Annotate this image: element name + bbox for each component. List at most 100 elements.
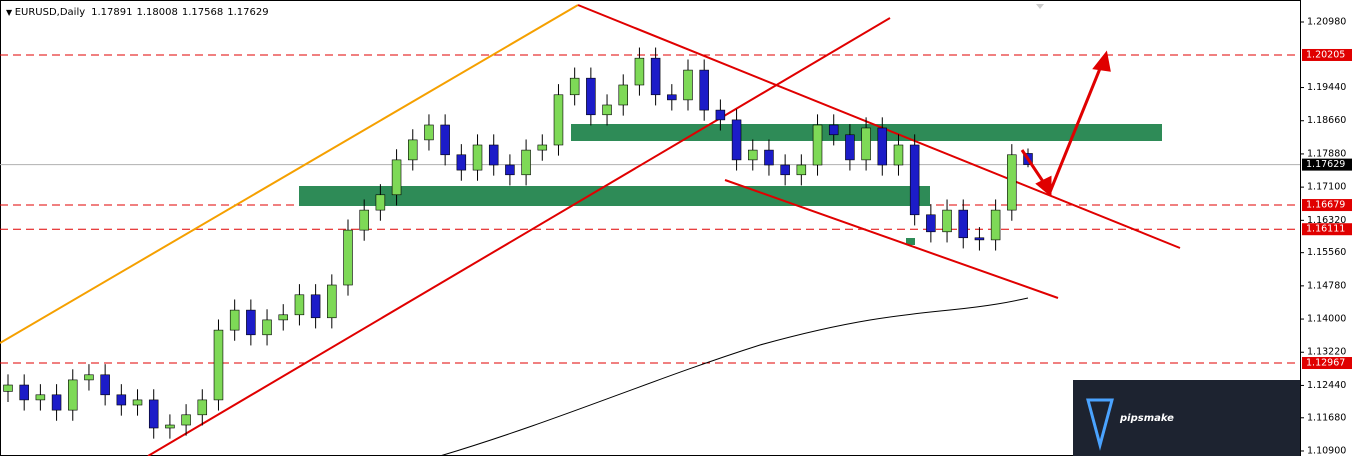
level-label: 1.16111 xyxy=(1306,224,1345,235)
scroll-marker xyxy=(1036,4,1044,9)
y-tick-label: 1.19440 xyxy=(1307,82,1346,93)
candle-body xyxy=(699,69,709,111)
y-tick-label: 1.15560 xyxy=(1307,247,1346,258)
candle-body xyxy=(35,394,46,401)
candle-body xyxy=(650,57,661,96)
candle-body xyxy=(634,57,645,86)
candle-body xyxy=(197,399,208,416)
level-label-box xyxy=(1302,223,1352,236)
candle-body xyxy=(748,149,758,161)
y-tick-label: 1.14000 xyxy=(1307,314,1346,325)
price-axis: 1.20980 1.19440 1.18660 1.17880 1.17100 1.163… xyxy=(1300,17,1352,456)
candle-body xyxy=(359,209,369,231)
candle-body xyxy=(116,394,127,406)
current-price-box xyxy=(1302,158,1352,171)
candle-body xyxy=(521,149,531,176)
level-label-box xyxy=(1302,199,1352,212)
level-label-box xyxy=(1302,357,1352,370)
candle-body xyxy=(586,77,596,116)
candle-body xyxy=(84,374,94,381)
level-label: 1.16679 xyxy=(1306,200,1345,211)
support-zone xyxy=(299,186,930,206)
y-tick-label: 1.14780 xyxy=(1307,280,1346,291)
zone-marker xyxy=(906,238,915,245)
candle-body xyxy=(165,424,175,429)
candle-body xyxy=(942,209,952,233)
candle-body xyxy=(1007,154,1017,211)
trend-line xyxy=(577,4,1181,249)
candle-body xyxy=(440,124,450,156)
candle-body xyxy=(68,379,78,411)
candle-body xyxy=(246,309,256,336)
candle-body xyxy=(812,124,823,166)
candle-body xyxy=(974,237,985,241)
logo-text: pipsmake xyxy=(1119,413,1174,424)
ohlc-high: 1.18008 xyxy=(137,7,178,18)
candle-body xyxy=(553,94,564,146)
candle-body xyxy=(909,144,920,216)
candle-body xyxy=(958,209,968,239)
trend-line xyxy=(724,179,1059,299)
candle-body xyxy=(780,164,790,176)
symbol: EURUSD,Daily xyxy=(15,7,86,18)
candle-body xyxy=(618,84,628,106)
trend-line xyxy=(147,17,891,456)
y-tick-label: 1.12440 xyxy=(1307,380,1346,391)
ohlc-low: 1.17568 xyxy=(182,7,223,18)
candle-body xyxy=(828,124,839,136)
candle-body xyxy=(148,399,159,429)
candle-body xyxy=(990,209,1001,241)
candle-body xyxy=(132,399,143,406)
candle-body xyxy=(408,139,418,161)
candle-body xyxy=(327,284,337,319)
candle-body xyxy=(310,294,321,319)
candle-body xyxy=(51,394,62,411)
candle-body xyxy=(488,144,499,166)
candle-body xyxy=(893,144,904,166)
header: ▼ EURUSD,Daily 1.17891 1.18008 1.17568 1.176… xyxy=(6,7,269,18)
logo: pipsmake xyxy=(1073,380,1300,456)
moving-average xyxy=(439,297,1029,456)
candle-body xyxy=(569,77,580,96)
candles xyxy=(3,47,1033,439)
candle-body xyxy=(715,109,726,121)
candle-body xyxy=(537,144,548,151)
y-tick-label: 1.20980 xyxy=(1307,17,1346,28)
candle-body xyxy=(456,154,467,171)
y-tick-label: 1.17880 xyxy=(1307,148,1346,159)
candle-body xyxy=(731,119,742,161)
candle-body xyxy=(764,149,774,166)
candle-body xyxy=(926,214,936,233)
menu-triangle: ▼ xyxy=(6,8,15,17)
candle-body xyxy=(796,164,807,176)
candle-body xyxy=(294,294,305,316)
candle-body xyxy=(278,314,288,321)
candle-body xyxy=(229,309,240,331)
arrow xyxy=(1048,65,1103,193)
candle-body xyxy=(877,127,888,166)
candle-body xyxy=(3,384,13,392)
level-label: 1.20205 xyxy=(1306,49,1345,60)
candle-body xyxy=(505,164,515,176)
candle-body xyxy=(424,124,434,141)
candle-body xyxy=(602,104,612,116)
candle-body xyxy=(181,414,191,426)
candle-body xyxy=(391,159,402,196)
ohlc-open: 1.17891 xyxy=(91,7,132,18)
candle-body xyxy=(262,319,272,336)
candle-body xyxy=(19,384,29,401)
candle-body xyxy=(861,127,871,161)
current-price-label: 1.17629 xyxy=(1306,159,1345,170)
arrow-head xyxy=(1035,175,1052,198)
candle-body xyxy=(845,134,855,161)
arrow xyxy=(1020,149,1048,187)
candle-body xyxy=(683,69,693,101)
y-tick-label: 1.10900 xyxy=(1307,445,1346,456)
candle-body xyxy=(375,194,386,211)
candle-body xyxy=(667,94,677,101)
y-tick-label: 1.18660 xyxy=(1307,115,1346,126)
ohlc-close: 1.17629 xyxy=(227,7,268,18)
level-label: 1.12967 xyxy=(1306,358,1345,369)
candle-body xyxy=(213,329,224,401)
